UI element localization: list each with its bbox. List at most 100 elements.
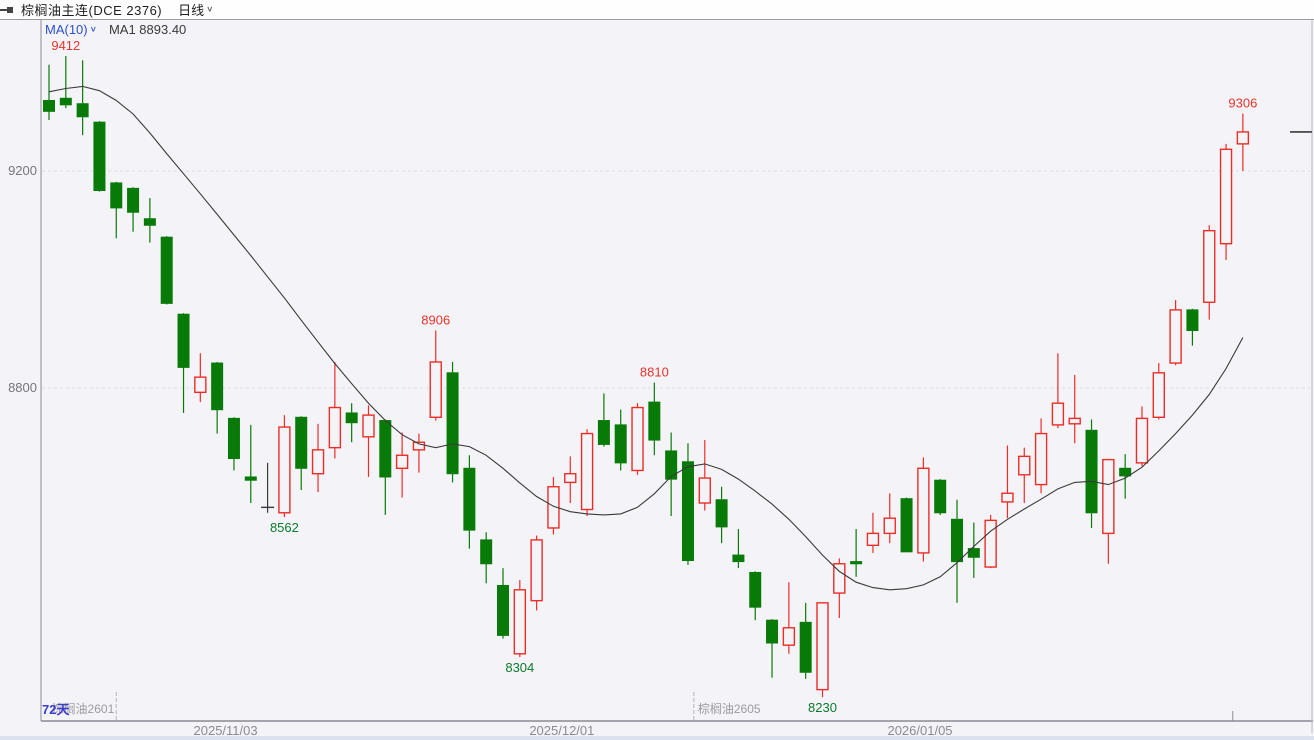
extreme-price-label: 8810 — [640, 365, 669, 380]
candle-body-down — [799, 621, 812, 673]
instrument-title: 棕榈油主连(DCE 2376) — [21, 3, 163, 18]
candle-body-up — [547, 486, 560, 529]
candle-body-up — [698, 477, 711, 504]
extreme-price-label: 8562 — [270, 520, 299, 535]
period-label: 日线 — [178, 3, 205, 18]
candle-body-down — [244, 476, 257, 481]
candle-body-up — [782, 627, 796, 646]
candle-body-down — [967, 548, 980, 558]
candle-body-down — [732, 554, 745, 563]
candle-body-down — [614, 424, 627, 464]
candle-body-up — [816, 602, 829, 691]
candle-body-up — [1169, 309, 1182, 364]
candle-body-up — [1203, 229, 1216, 303]
contract-roll-label: 棕榈油2601 — [52, 701, 115, 716]
candle-body-up — [530, 539, 543, 602]
extreme-price-label: 9306 — [1228, 95, 1257, 110]
candle-body-down — [648, 401, 661, 441]
candle-body-up — [1236, 131, 1250, 145]
candle-body-down — [127, 187, 140, 213]
chevron-down-icon: ∨ — [89, 25, 97, 34]
candle-body-up — [429, 361, 442, 418]
candle-body-up — [1219, 148, 1233, 245]
y-axis-label: 9200 — [8, 163, 37, 178]
candle-body-down — [160, 236, 173, 304]
candle-body-down — [681, 461, 694, 562]
candle-body-down — [143, 218, 156, 226]
y-axis-label: 8800 — [8, 380, 37, 395]
candle-body-down — [43, 99, 55, 112]
ma-indicator-label: MA(10) — [45, 22, 88, 37]
candle-body-up — [395, 454, 409, 469]
candle-body-up — [1051, 402, 1065, 426]
candle-body-up — [1068, 417, 1081, 425]
period-selector[interactable]: 日线 ∨ — [178, 0, 213, 19]
contract-roll-label: 棕榈油2605 — [698, 701, 761, 716]
candle-body-up — [564, 473, 577, 484]
candle-body-up — [866, 532, 880, 547]
candle-body-up — [1018, 455, 1031, 476]
candle-body-up — [194, 376, 207, 394]
candle-body-down — [227, 417, 240, 460]
chevron-down-icon: ∨ — [206, 5, 214, 14]
candle-body-down — [597, 420, 610, 445]
candle-body-up — [362, 414, 375, 438]
ma-legend: MA(10) ∨ MA1 8893.40 — [45, 22, 186, 37]
extreme-price-label: 8906 — [421, 312, 450, 327]
candle-body-up — [1102, 458, 1115, 535]
ma-current-value: MA1 8893.40 — [108, 22, 187, 37]
candle-body-down — [110, 182, 123, 209]
candle-body-down — [766, 619, 779, 644]
candle-body-down — [1186, 309, 1199, 331]
ma-indicator-dropdown[interactable]: MA(10) ∨ — [45, 22, 97, 37]
candle-body-down — [295, 416, 308, 469]
title-bar: 棕榈油主连(DCE 2376) 日线 ∨ — [0, 0, 1314, 20]
candle-body-up — [412, 441, 426, 451]
candle-body-up — [631, 406, 644, 472]
candle-body-up — [311, 449, 325, 475]
x-axis-date-label: 2026/01/05 — [887, 723, 952, 738]
candle-body-up — [984, 519, 997, 568]
candle-body-down — [76, 103, 89, 118]
candle-body-down — [497, 584, 510, 636]
candle-body-down — [934, 479, 947, 514]
candle-body-up — [1135, 417, 1149, 464]
extreme-price-label: 8230 — [808, 700, 837, 715]
candle-body-up — [1034, 432, 1048, 486]
x-axis-date-label: 2025/12/01 — [529, 723, 594, 738]
candle-body-down — [59, 97, 72, 106]
candle-body-down — [93, 121, 106, 192]
candle-body-up — [278, 426, 291, 514]
candle-body-down — [1085, 429, 1098, 514]
ma10-line — [48, 85, 1244, 591]
candle-body-down — [211, 362, 224, 411]
visible-range-duration-label: 72天 — [42, 702, 70, 717]
extreme-price-label: 8304 — [505, 660, 534, 675]
extreme-price-label: 9412 — [51, 38, 80, 53]
candle-body-down — [379, 420, 392, 478]
candle-body-down — [715, 499, 728, 528]
candle-body-up — [833, 563, 846, 594]
candle-body-down — [749, 571, 762, 608]
candle-body-up — [580, 432, 594, 511]
candle-body-down — [665, 450, 678, 480]
candle-body-down — [1119, 467, 1132, 477]
candle-body-down — [177, 313, 190, 368]
window-handle-icon[interactable] — [0, 0, 15, 20]
candle-body-down — [850, 561, 863, 565]
candle-body-down — [900, 498, 913, 553]
x-axis-date-label: 2025/11/03 — [194, 723, 258, 738]
candle-body-down — [480, 539, 493, 565]
candle-body-up — [917, 467, 930, 554]
candle-body-down — [446, 372, 459, 475]
candle-body-up — [513, 589, 527, 655]
candle-body-down — [463, 467, 476, 531]
candle-body-down — [951, 518, 964, 563]
candle-body-down — [345, 412, 358, 424]
bottom-scroll-strip[interactable] — [0, 736, 1314, 740]
candle-body-up — [328, 406, 342, 449]
candle-body-up — [1001, 492, 1014, 503]
candle-body-up — [883, 517, 896, 535]
